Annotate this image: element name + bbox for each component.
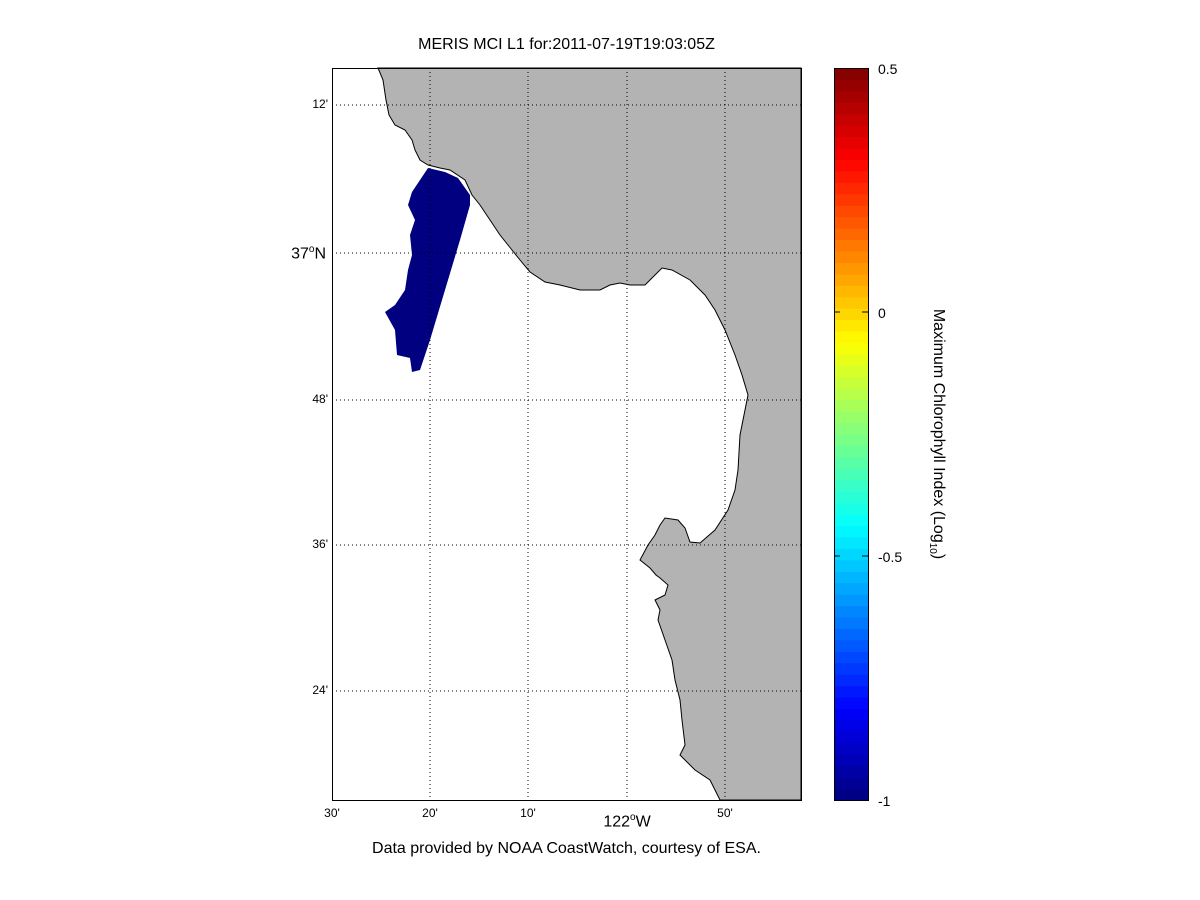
lon-hemisphere: W	[635, 813, 651, 831]
colorbar-band	[834, 617, 868, 629]
colorbar-band	[834, 468, 868, 481]
colorbar-band	[834, 239, 868, 252]
colorbar-band	[834, 399, 868, 412]
colorbar-tick: -0.5	[878, 549, 903, 565]
colorbar-band	[834, 605, 868, 618]
colorbar-band	[834, 388, 868, 401]
colorbar-band	[834, 594, 868, 607]
data-credit: Data provided by NOAA CoastWatch, courte…	[372, 840, 761, 857]
colorbar-band	[834, 308, 868, 321]
colorbar-band	[834, 662, 868, 675]
colorbar-band	[834, 90, 868, 103]
colorbar-label: Maximum Chlorophyll Index (Log10)	[927, 309, 947, 559]
colorbar-band	[834, 639, 868, 652]
colorbar-band	[834, 445, 868, 458]
lon-label: 30'	[324, 806, 340, 820]
colorbar-band	[834, 491, 868, 504]
colorbar-band	[834, 170, 868, 183]
colorbar-band	[834, 788, 868, 801]
colorbar-band	[834, 422, 868, 435]
map-title: MERIS MCI L1 for:2011-07-19T19:03:05Z	[418, 36, 715, 53]
colorbar-tick: -1	[878, 793, 891, 809]
colorbar-band	[834, 331, 868, 343]
colorbar-label-end: )	[930, 553, 948, 560]
colorbar-band	[834, 571, 868, 584]
colorbar-band	[834, 216, 868, 229]
colorbar-band	[834, 514, 868, 526]
colorbar-label-text: Maximum Chlorophyll Index (Log	[930, 308, 948, 543]
colorbar-label-subscript: 10	[926, 542, 938, 554]
lat-label: 24'	[312, 683, 328, 697]
colorbar-band	[834, 262, 868, 275]
lat-label: 48'	[312, 392, 328, 406]
colorbar-band	[834, 102, 868, 115]
lat-value: 37	[291, 245, 309, 263]
colorbar-band	[834, 536, 868, 549]
land-mass	[377, 67, 802, 801]
colorbar-band	[834, 342, 868, 355]
colorbar-band	[834, 296, 868, 309]
colorbar-band	[834, 205, 868, 218]
colorbar-band	[834, 434, 868, 446]
colorbar-band	[834, 193, 868, 206]
colorbar-band	[834, 651, 868, 664]
colorbar-tick: 0	[878, 305, 886, 321]
colorbar-band	[834, 582, 868, 595]
colorbar-band	[834, 159, 868, 172]
colorbar-band	[834, 319, 868, 332]
colorbar-band	[834, 353, 868, 366]
lat-hemisphere: N	[314, 245, 326, 263]
colorbar-band	[834, 182, 868, 195]
colorbar	[834, 68, 868, 801]
colorbar-band	[834, 559, 868, 572]
lat-label: 36'	[312, 537, 328, 551]
colorbar-tick: 0.5	[878, 61, 898, 77]
colorbar-band	[834, 148, 868, 160]
colorbar-band	[834, 376, 868, 389]
lon-label-major: 122oW	[587, 812, 667, 831]
colorbar-band	[834, 228, 868, 241]
colorbar-band	[834, 674, 868, 687]
colorbar-band	[834, 285, 868, 298]
colorbar-band	[834, 79, 868, 92]
colorbar-band	[834, 411, 868, 424]
chlorophyll-data-patch	[385, 168, 470, 372]
colorbar-band	[834, 68, 868, 80]
colorbar-band	[834, 754, 868, 767]
colorbar-band	[834, 685, 868, 698]
colorbar-band	[834, 731, 868, 744]
colorbar-band	[834, 777, 868, 790]
colorbar-band	[834, 697, 868, 709]
colorbar-band	[834, 525, 868, 538]
degree-sign: o	[630, 812, 636, 823]
colorbar-band	[834, 765, 868, 778]
lon-value: 122	[603, 813, 631, 831]
colorbar-band	[834, 628, 868, 641]
colorbar-band	[834, 502, 868, 515]
lon-label: 50'	[717, 806, 733, 820]
colorbar-band	[834, 125, 868, 138]
colorbar-band	[834, 719, 868, 732]
colorbar-band	[834, 365, 868, 378]
degree-sign: o	[308, 244, 315, 255]
colorbar-band	[834, 708, 868, 721]
colorbar-band	[834, 251, 868, 263]
colorbar-band	[834, 273, 868, 286]
lat-label-major: 37oN	[286, 244, 326, 263]
lat-label: 12'	[312, 97, 328, 111]
colorbar-band	[834, 742, 868, 755]
colorbar-band	[834, 548, 868, 561]
colorbar-band	[834, 479, 868, 492]
lon-label: 20'	[422, 806, 438, 820]
colorbar-band	[834, 456, 868, 469]
lon-label: 10'	[520, 806, 536, 820]
colorbar-band	[834, 113, 868, 126]
colorbar-band	[834, 136, 868, 149]
